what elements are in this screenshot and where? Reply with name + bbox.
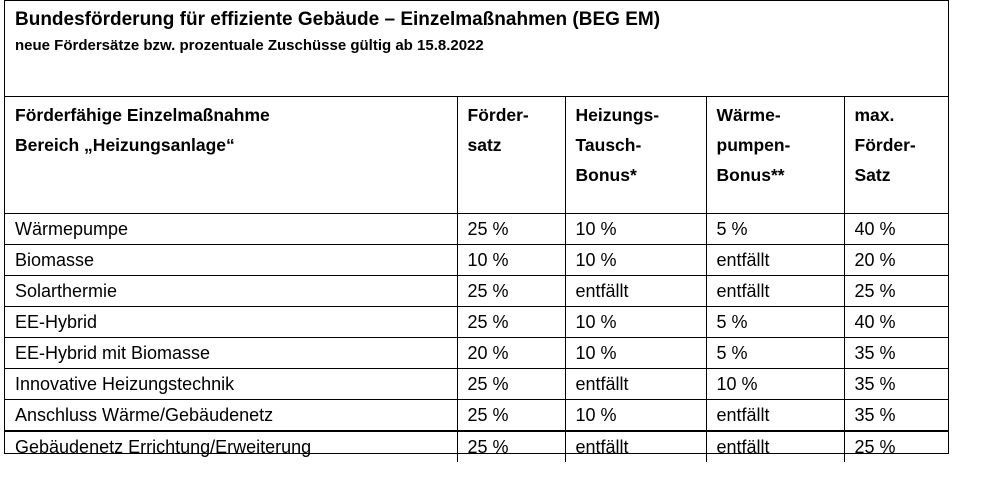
cell-heating-bonus: entfällt	[564, 274, 707, 307]
column-header-max-rate: max. Förder- Satz	[843, 96, 948, 214]
cell-rate: 25 %	[456, 212, 566, 245]
cell-max-rate: 35 %	[843, 367, 948, 400]
page-title: Bundesförderung für effiziente Gebäude –…	[15, 9, 661, 30]
cell-heating-bonus: 10 %	[564, 212, 707, 245]
table-row: Wärmepumpe 25 % 10 % 5 % 40 %	[5, 212, 948, 245]
cell-heat-pump-bonus: entfällt	[705, 274, 845, 307]
page-subtitle: neue Fördersätze bzw. prozentuale Zuschü…	[15, 37, 484, 54]
funding-table: Förderfähige Einzelmaßnahme Bereich „Hei…	[5, 96, 948, 462]
cell-measure: Anschluss Wärme/Gebäudenetz	[5, 398, 458, 432]
cell-max-rate: 40 %	[843, 305, 948, 338]
cell-max-rate: 35 %	[843, 336, 948, 369]
column-header-rate: Förder- satz	[456, 96, 566, 214]
column-header-heating-exchange-bonus: Heizungs- Tausch- Bonus*	[564, 96, 707, 214]
cell-max-rate: 25 %	[843, 274, 948, 307]
cell-heat-pump-bonus: 5 %	[705, 305, 845, 338]
cell-measure: Gebäudenetz Errichtung/Erweiterung	[5, 430, 458, 462]
cell-rate: 25 %	[456, 367, 566, 400]
cell-heat-pump-bonus: 5 %	[705, 212, 845, 245]
cell-heating-bonus: 10 %	[564, 336, 707, 369]
cell-heat-pump-bonus: 5 %	[705, 336, 845, 369]
cell-max-rate: 20 %	[843, 243, 948, 276]
cell-measure: Solarthermie	[5, 274, 458, 307]
cell-rate: 25 %	[456, 398, 566, 432]
column-header-measure: Förderfähige Einzelmaßnahme Bereich „Hei…	[5, 96, 458, 214]
cell-rate: 25 %	[456, 430, 566, 462]
cell-measure: EE-Hybrid mit Biomasse	[5, 336, 458, 369]
cell-max-rate: 40 %	[843, 212, 948, 245]
cell-heating-bonus: 10 %	[564, 305, 707, 338]
cell-measure: Biomasse	[5, 243, 458, 276]
cell-rate: 25 %	[456, 305, 566, 338]
cell-heat-pump-bonus: 10 %	[705, 367, 845, 400]
cell-rate: 20 %	[456, 336, 566, 369]
title-block: Bundesförderung für effiziente Gebäude –…	[5, 1, 948, 97]
cell-rate: 10 %	[456, 243, 566, 276]
cell-measure: Innovative Heizungstechnik	[5, 367, 458, 400]
cell-rate: 25 %	[456, 274, 566, 307]
cell-heating-bonus: 10 %	[564, 243, 707, 276]
cell-heating-bonus: 10 %	[564, 398, 707, 432]
cell-measure: EE-Hybrid	[5, 305, 458, 338]
table-row: EE-Hybrid mit Biomasse 20 % 10 % 5 % 35 …	[5, 336, 948, 369]
cell-measure: Wärmepumpe	[5, 212, 458, 245]
table-row: Anschluss Wärme/Gebäudenetz 25 % 10 % en…	[5, 398, 948, 432]
cell-heat-pump-bonus: entfällt	[705, 430, 845, 462]
cell-heat-pump-bonus: entfällt	[705, 398, 845, 432]
cell-heat-pump-bonus: entfällt	[705, 243, 845, 276]
table-row: Innovative Heizungstechnik 25 % entfällt…	[5, 367, 948, 400]
table-row: Gebäudenetz Errichtung/Erweiterung 25 % …	[5, 430, 948, 462]
cell-max-rate: 25 %	[843, 430, 948, 462]
table-header-row: Förderfähige Einzelmaßnahme Bereich „Hei…	[5, 96, 948, 214]
cell-heating-bonus: entfällt	[564, 430, 707, 462]
column-header-heat-pump-bonus: Wärme- pumpen- Bonus**	[705, 96, 845, 214]
table-row: EE-Hybrid 25 % 10 % 5 % 40 %	[5, 305, 948, 338]
table-row: Biomasse 10 % 10 % entfällt 20 %	[5, 243, 948, 276]
cell-max-rate: 35 %	[843, 398, 948, 432]
document-frame: Bundesförderung für effiziente Gebäude –…	[4, 0, 949, 462]
table-row: Solarthermie 25 % entfällt entfällt 25 %	[5, 274, 948, 307]
cell-heating-bonus: entfällt	[564, 367, 707, 400]
